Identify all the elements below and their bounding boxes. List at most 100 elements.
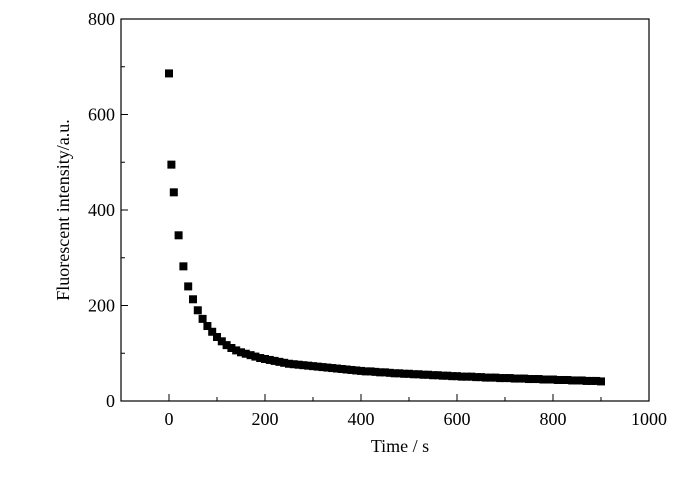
data-point <box>544 375 553 384</box>
y-tick-label: 600 <box>88 105 115 125</box>
data-point <box>409 370 418 379</box>
x-tick-label: 1000 <box>631 409 667 429</box>
data-point <box>501 374 509 383</box>
data-point <box>400 369 409 378</box>
data-point <box>510 374 519 383</box>
x-tick-label: 400 <box>348 409 375 429</box>
data-point <box>265 355 274 364</box>
data-point <box>381 368 389 377</box>
data-point <box>208 327 217 336</box>
data-point <box>174 231 183 240</box>
data-point <box>582 376 591 385</box>
tick-labels: 0 200 400 600 800 1000 0 200 400 600 800 <box>88 9 667 429</box>
y-tick-label: 200 <box>88 296 115 316</box>
data-point <box>342 365 351 374</box>
data-point <box>549 375 557 384</box>
data-point <box>280 358 289 367</box>
data-point <box>443 371 452 380</box>
data-point <box>251 352 260 361</box>
data-point <box>318 363 327 372</box>
data-point <box>515 374 524 383</box>
data-point <box>438 371 447 380</box>
data-point <box>597 377 605 386</box>
data-point <box>385 368 394 377</box>
data-point <box>568 376 577 385</box>
data-point <box>198 314 207 323</box>
data-point <box>390 369 399 378</box>
data-point <box>491 373 500 382</box>
data-point <box>352 366 361 375</box>
data-point <box>505 374 514 383</box>
data-point <box>275 357 284 366</box>
data-point <box>203 322 212 331</box>
x-tick-label: 0 <box>165 409 174 429</box>
data-point <box>299 361 308 370</box>
data-point <box>539 375 548 384</box>
data-point <box>573 376 581 385</box>
data-point <box>448 372 457 381</box>
data-points <box>165 69 605 386</box>
data-point <box>256 354 265 363</box>
data-point <box>433 371 442 380</box>
data-point <box>361 367 370 376</box>
data-point <box>328 364 337 373</box>
data-point <box>289 360 298 369</box>
data-point <box>213 333 221 342</box>
data-point <box>169 188 178 197</box>
data-point <box>222 341 231 350</box>
data-point <box>366 367 375 376</box>
data-point <box>577 376 586 385</box>
data-point <box>419 370 428 379</box>
data-point <box>414 370 423 379</box>
x-axis-title: Time / s <box>371 436 429 456</box>
data-point <box>592 376 601 385</box>
data-point <box>347 365 356 374</box>
data-point <box>553 375 562 384</box>
data-point <box>304 361 313 370</box>
data-point <box>285 359 293 368</box>
y-tick-label: 0 <box>106 391 115 411</box>
data-point <box>481 373 490 382</box>
data-point <box>525 375 533 384</box>
data-point <box>333 364 341 373</box>
y-axis-title: Fluorescent intensity/a.u. <box>53 119 73 300</box>
data-point <box>587 376 596 385</box>
data-point <box>371 367 380 376</box>
data-point <box>227 343 236 352</box>
data-point <box>294 360 303 369</box>
x-tick-label: 800 <box>540 409 567 429</box>
data-point <box>261 354 269 363</box>
data-point <box>357 366 365 375</box>
data-point <box>232 346 241 355</box>
data-point <box>237 348 245 357</box>
data-point <box>529 375 538 384</box>
data-point <box>457 372 466 381</box>
data-point <box>217 337 226 346</box>
axis-ticks <box>120 18 650 402</box>
data-point <box>167 160 176 169</box>
data-point <box>270 356 279 365</box>
data-point <box>193 306 202 315</box>
data-point <box>309 362 317 371</box>
data-point <box>472 373 481 382</box>
data-point <box>405 369 413 378</box>
data-point <box>241 349 250 358</box>
data-point <box>467 372 476 381</box>
data-point <box>246 351 255 360</box>
y-tick-label: 400 <box>88 200 115 220</box>
x-tick-label: 600 <box>444 409 471 429</box>
data-point <box>189 295 197 304</box>
data-point <box>563 375 572 384</box>
data-point <box>534 375 543 384</box>
data-point <box>462 372 471 381</box>
data-point <box>179 262 188 271</box>
data-point <box>313 362 322 371</box>
data-point <box>337 365 346 374</box>
data-point <box>165 69 173 78</box>
data-point <box>323 363 332 372</box>
data-point <box>477 373 485 382</box>
data-point <box>496 374 505 383</box>
data-point <box>558 375 567 384</box>
data-point <box>486 373 495 382</box>
